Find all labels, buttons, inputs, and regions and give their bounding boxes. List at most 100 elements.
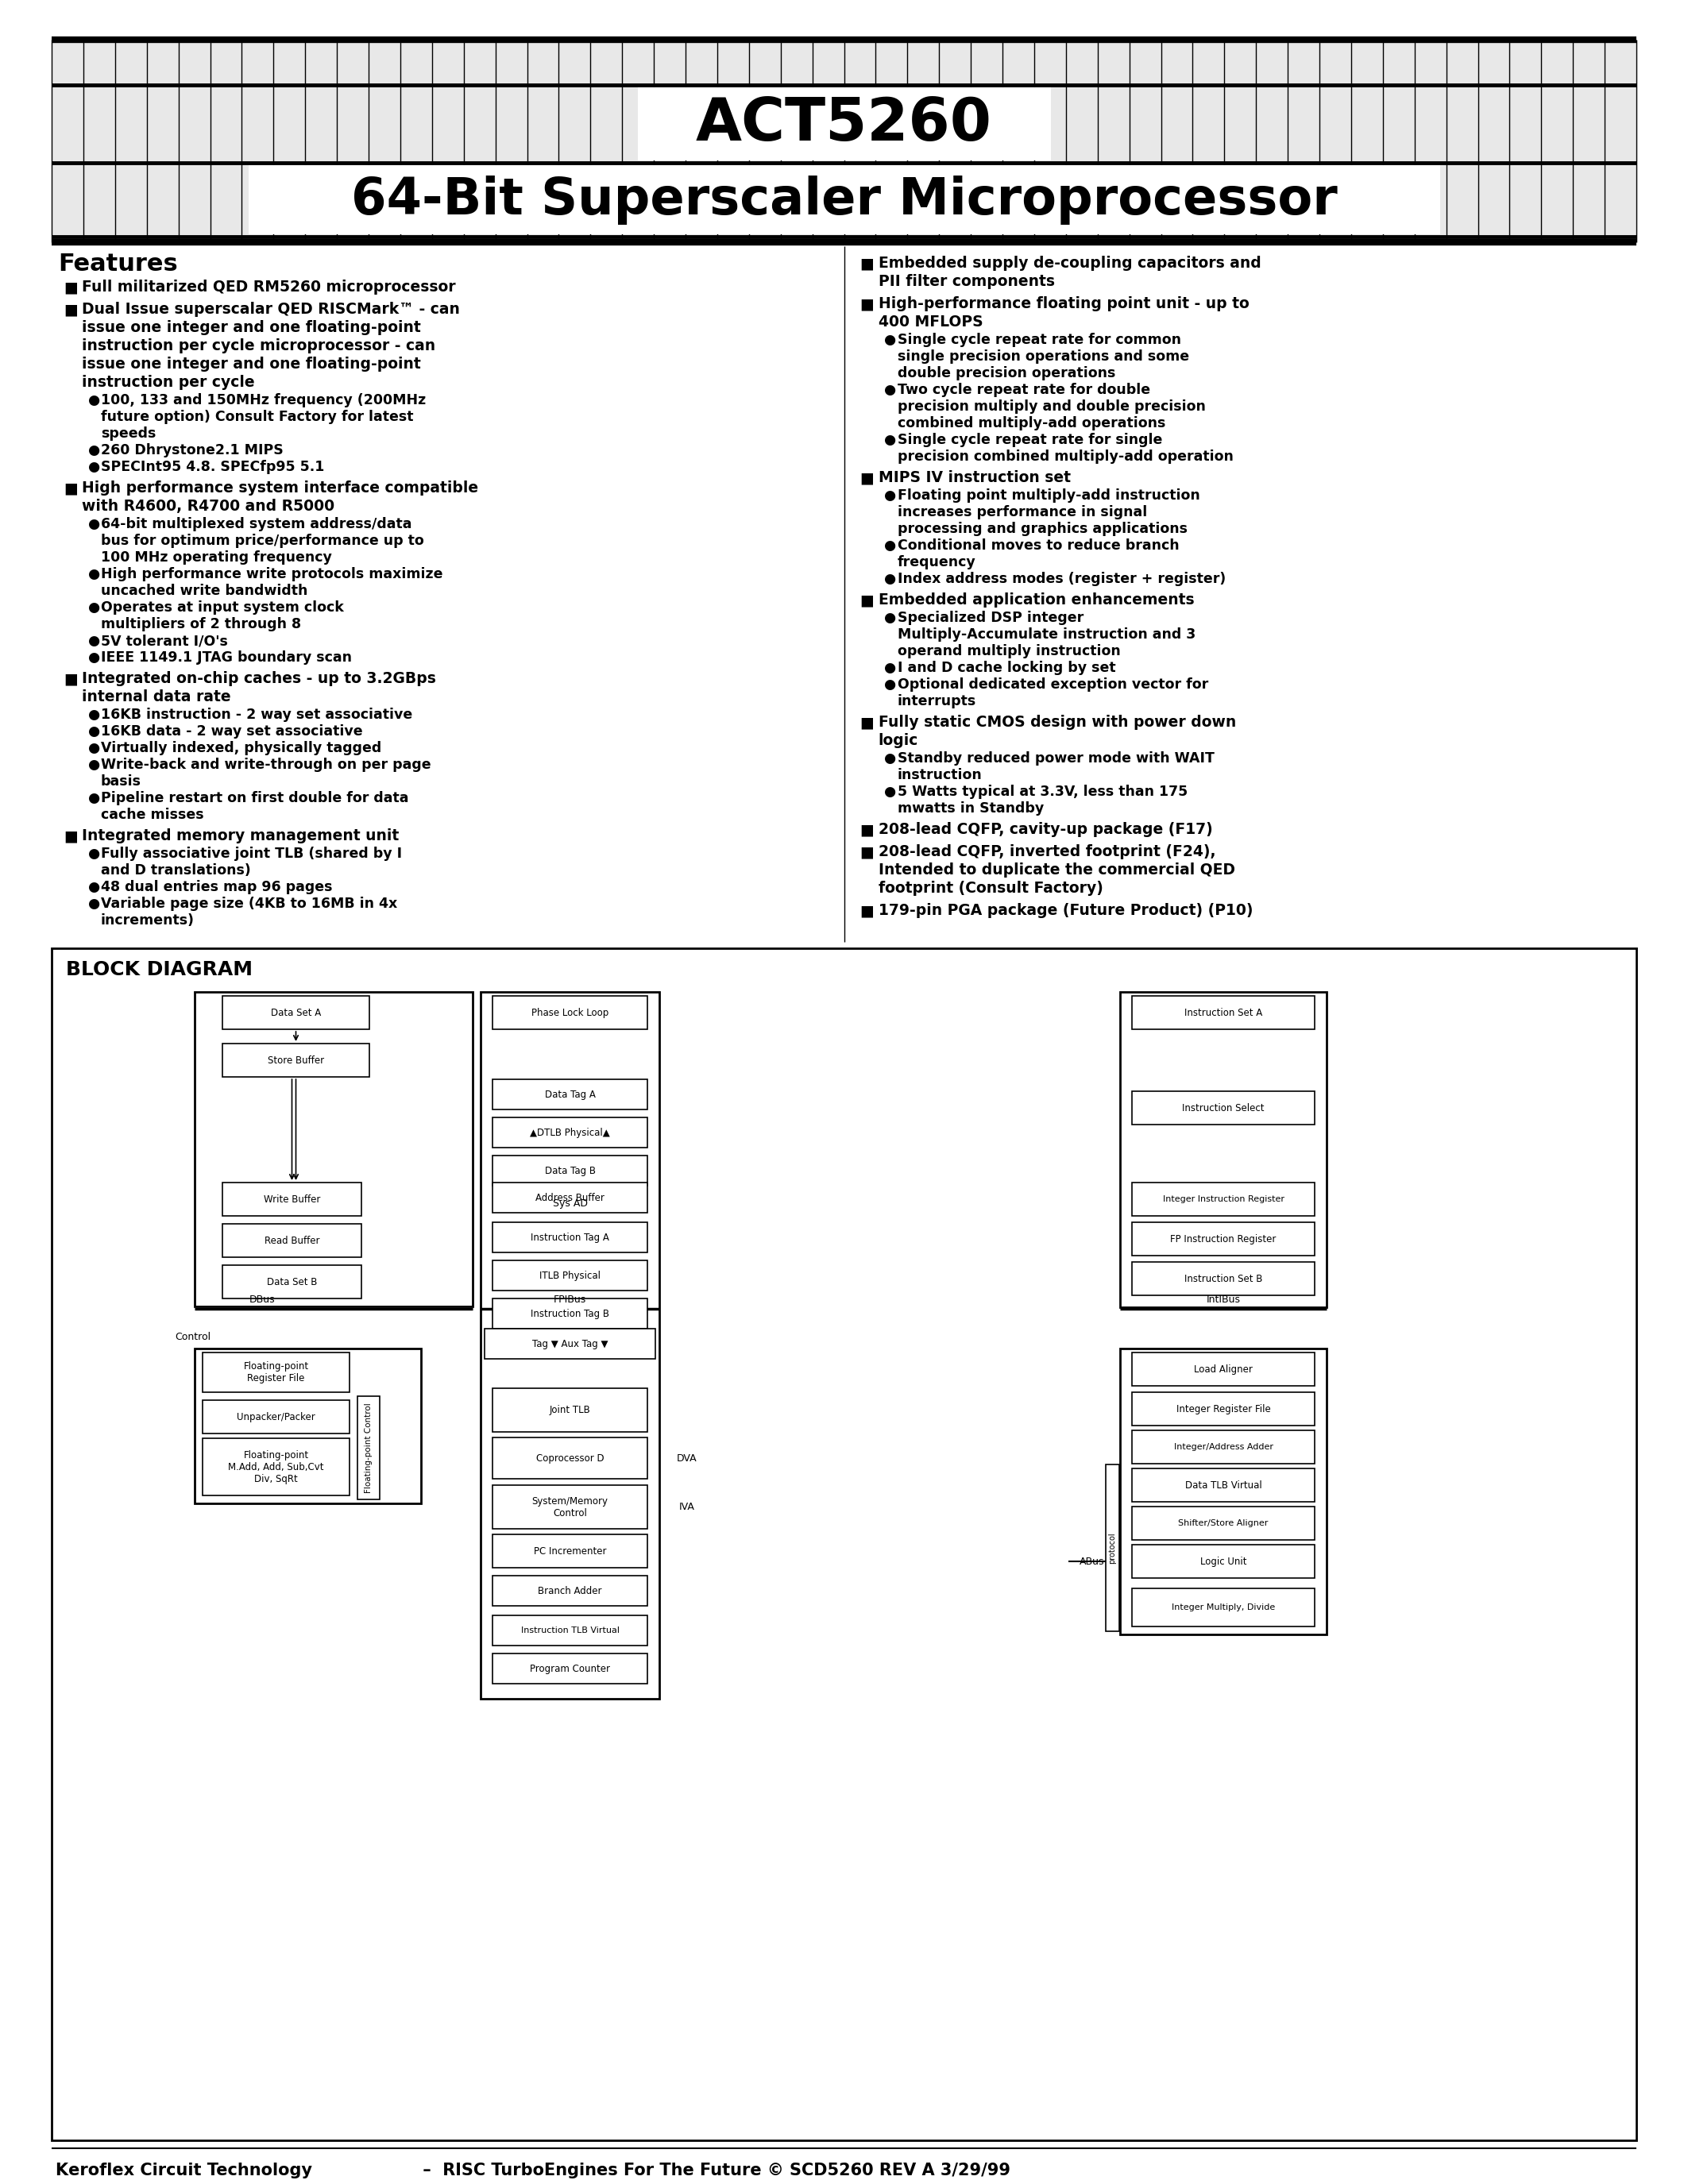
Text: ●: ● xyxy=(88,461,100,474)
Bar xyxy=(223,1044,370,1077)
Text: ●: ● xyxy=(88,725,100,738)
Text: Integer Multiply, Divide: Integer Multiply, Divide xyxy=(1171,1603,1274,1612)
Text: Program Counter: Program Counter xyxy=(530,1664,609,1673)
Text: instruction: instruction xyxy=(898,769,982,782)
Bar xyxy=(493,1485,648,1529)
Bar xyxy=(52,948,1636,2140)
Text: ■: ■ xyxy=(64,670,78,686)
Bar xyxy=(203,1439,349,1496)
Text: precision combined multiply-add operation: precision combined multiply-add operatio… xyxy=(898,450,1234,463)
Bar xyxy=(493,996,648,1029)
Text: ●: ● xyxy=(88,847,100,860)
Text: Single cycle repeat rate for common: Single cycle repeat rate for common xyxy=(898,332,1182,347)
Text: ●: ● xyxy=(88,880,100,893)
Text: ●: ● xyxy=(88,518,100,531)
Bar xyxy=(1133,1262,1315,1295)
Text: Data TLB Virtual: Data TLB Virtual xyxy=(1185,1481,1261,1489)
Text: multipliers of 2 through 8: multipliers of 2 through 8 xyxy=(101,618,300,631)
Text: frequency: frequency xyxy=(898,555,976,570)
Bar xyxy=(481,992,660,1699)
Bar xyxy=(1121,1348,1327,1634)
Bar xyxy=(1133,1544,1315,1579)
Text: ■: ■ xyxy=(859,256,874,271)
Text: ■: ■ xyxy=(64,301,78,317)
Text: with R4600, R4700 and R5000: with R4600, R4700 and R5000 xyxy=(81,498,334,513)
Text: instruction per cycle microprocessor - can: instruction per cycle microprocessor - c… xyxy=(81,339,436,354)
Text: Integer/Address Adder: Integer/Address Adder xyxy=(1173,1444,1273,1450)
Text: Instruction Tag B: Instruction Tag B xyxy=(530,1308,609,1319)
Text: ●: ● xyxy=(885,662,896,675)
Text: ■: ■ xyxy=(859,902,874,917)
Text: Floating-point
M.Add, Add, Sub,Cvt
Div, SqRt: Floating-point M.Add, Add, Sub,Cvt Div, … xyxy=(228,1450,324,1483)
Bar xyxy=(223,1265,361,1299)
Text: Logic Unit: Logic Unit xyxy=(1200,1557,1246,1566)
Bar xyxy=(493,1653,648,1684)
Text: ●: ● xyxy=(88,651,100,664)
Text: 179-pin PGA package (Future Product) (P10): 179-pin PGA package (Future Product) (P1… xyxy=(878,902,1252,917)
Text: ●: ● xyxy=(885,572,896,585)
Text: ●: ● xyxy=(885,784,896,799)
Text: 5V tolerant I/O's: 5V tolerant I/O's xyxy=(101,633,228,649)
Text: Instruction Set B: Instruction Set B xyxy=(1185,1273,1263,1284)
Text: Joint TLB: Joint TLB xyxy=(549,1404,591,1415)
Text: Instruction TLB Virtual: Instruction TLB Virtual xyxy=(520,1627,619,1634)
Text: issue one integer and one floating-point: issue one integer and one floating-point xyxy=(81,321,420,334)
Text: ●: ● xyxy=(885,677,896,692)
Text: Instruction Tag A: Instruction Tag A xyxy=(530,1232,609,1243)
Text: ▲DTLB Physical▲: ▲DTLB Physical▲ xyxy=(530,1127,609,1138)
Bar xyxy=(493,1575,648,1605)
Text: Index address modes (register + register): Index address modes (register + register… xyxy=(898,572,1225,585)
Text: 400 MFLOPS: 400 MFLOPS xyxy=(878,314,982,330)
Text: 260 Dhrystone2.1 MIPS: 260 Dhrystone2.1 MIPS xyxy=(101,443,284,456)
Bar xyxy=(1133,1507,1315,1540)
Text: ●: ● xyxy=(88,791,100,806)
Text: Fully associative joint TLB (shared by I: Fully associative joint TLB (shared by I xyxy=(101,847,402,860)
Text: Data Set A: Data Set A xyxy=(270,1007,321,1018)
Text: ■: ■ xyxy=(64,480,78,496)
Bar xyxy=(203,1400,349,1433)
Bar xyxy=(493,1535,648,1568)
Text: ■: ■ xyxy=(859,470,874,485)
Text: and D translations): and D translations) xyxy=(101,863,252,878)
Text: Instruction Set A: Instruction Set A xyxy=(1185,1007,1263,1018)
Text: internal data rate: internal data rate xyxy=(81,690,231,705)
Bar xyxy=(52,39,1636,242)
Text: I and D cache locking by set: I and D cache locking by set xyxy=(898,662,1116,675)
Text: Unpacker/Packer: Unpacker/Packer xyxy=(236,1411,316,1422)
Text: MIPS IV instruction set: MIPS IV instruction set xyxy=(878,470,1070,485)
Text: SPECInt95 4.8. SPECfp95 5.1: SPECInt95 4.8. SPECfp95 5.1 xyxy=(101,461,324,474)
Text: single precision operations and some: single precision operations and some xyxy=(898,349,1188,365)
Text: ■: ■ xyxy=(859,821,874,836)
Text: Embedded application enhancements: Embedded application enhancements xyxy=(878,592,1193,607)
Text: ●: ● xyxy=(885,332,896,347)
Text: uncached write bandwidth: uncached write bandwidth xyxy=(101,583,307,598)
Text: –  RISC TurboEngines For The Future © SCD5260 REV A 3/29/99: – RISC TurboEngines For The Future © SCD… xyxy=(417,2162,1011,2177)
Text: 208-lead CQFP, inverted footprint (F24),: 208-lead CQFP, inverted footprint (F24), xyxy=(878,845,1215,858)
Text: speeds: speeds xyxy=(101,426,155,441)
Text: Specialized DSP integer: Specialized DSP integer xyxy=(898,612,1084,625)
Text: Control: Control xyxy=(176,1332,211,1341)
Text: cache misses: cache misses xyxy=(101,808,204,821)
Bar xyxy=(248,166,1440,234)
Text: ●: ● xyxy=(88,443,100,456)
Text: double precision operations: double precision operations xyxy=(898,367,1116,380)
Bar xyxy=(493,1155,648,1186)
Text: increments): increments) xyxy=(101,913,194,928)
Text: processing and graphics applications: processing and graphics applications xyxy=(898,522,1187,535)
Text: Data Set B: Data Set B xyxy=(267,1278,317,1286)
Text: Floating point multiply-add instruction: Floating point multiply-add instruction xyxy=(898,489,1200,502)
Bar xyxy=(223,1223,361,1258)
Text: FPIBus: FPIBus xyxy=(554,1295,586,1304)
Text: High-performance floating point unit - up to: High-performance floating point unit - u… xyxy=(878,297,1249,312)
Text: IVA: IVA xyxy=(679,1500,695,1511)
Text: Embedded supply de-coupling capacitors and: Embedded supply de-coupling capacitors a… xyxy=(878,256,1261,271)
Bar xyxy=(358,1396,380,1500)
Bar xyxy=(493,1389,648,1433)
Text: Operates at input system clock: Operates at input system clock xyxy=(101,601,344,614)
Text: Multiply-Accumulate instruction and 3: Multiply-Accumulate instruction and 3 xyxy=(898,627,1195,642)
Text: bus for optimum price/performance up to: bus for optimum price/performance up to xyxy=(101,533,424,548)
Text: ●: ● xyxy=(88,393,100,408)
Text: ABus: ABus xyxy=(1080,1557,1104,1566)
Text: DBus: DBus xyxy=(250,1295,275,1304)
Text: Tag ▼ Aux Tag ▼: Tag ▼ Aux Tag ▼ xyxy=(532,1339,608,1350)
